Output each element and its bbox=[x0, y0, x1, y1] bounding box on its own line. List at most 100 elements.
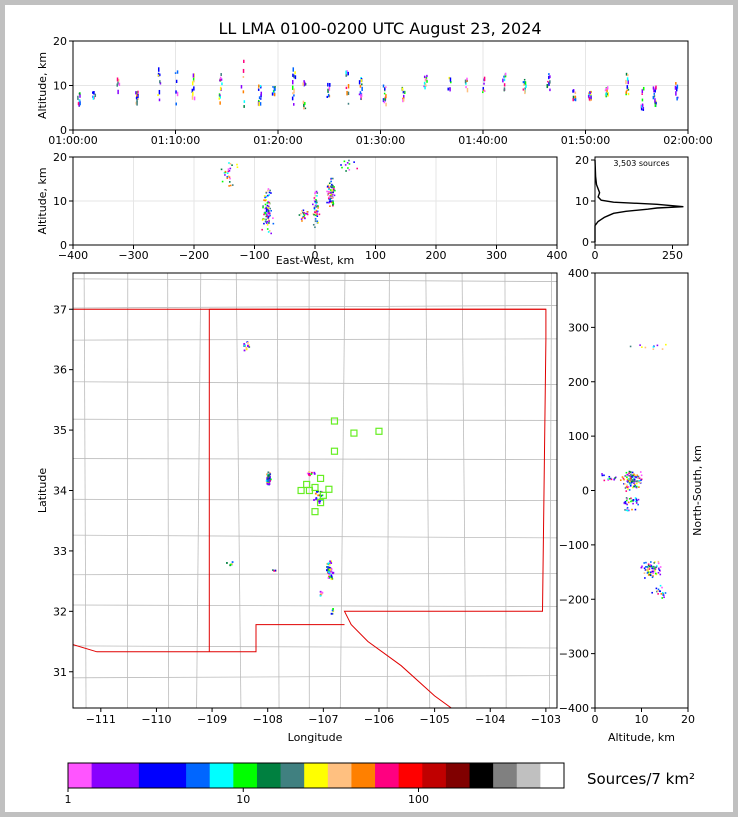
source-point bbox=[657, 571, 660, 574]
source-point bbox=[332, 572, 334, 575]
source-point bbox=[674, 85, 677, 90]
source-point bbox=[626, 506, 629, 509]
source-point bbox=[314, 191, 317, 194]
county-line bbox=[73, 534, 557, 539]
source-point bbox=[304, 217, 306, 220]
county-line bbox=[73, 278, 557, 282]
source-point bbox=[267, 208, 269, 210]
source-point bbox=[301, 210, 303, 212]
source-point bbox=[294, 75, 297, 80]
source-point bbox=[117, 81, 119, 85]
source-point bbox=[118, 82, 121, 87]
source-point bbox=[291, 85, 294, 90]
source-point bbox=[626, 509, 629, 512]
source-point bbox=[328, 563, 331, 566]
source-point bbox=[653, 570, 655, 573]
source-point bbox=[327, 184, 330, 187]
source-point bbox=[135, 96, 138, 98]
source-point bbox=[266, 480, 269, 483]
source-point bbox=[659, 566, 662, 568]
source-point bbox=[425, 76, 428, 81]
source-point bbox=[265, 212, 268, 215]
source-point bbox=[266, 213, 268, 216]
source-point bbox=[228, 181, 231, 183]
source-point bbox=[219, 95, 221, 99]
source-point bbox=[267, 477, 270, 480]
source-point bbox=[608, 478, 611, 480]
county-line bbox=[73, 572, 557, 576]
source-point bbox=[426, 80, 428, 83]
source-point bbox=[649, 566, 651, 569]
source-point bbox=[347, 91, 350, 96]
source-point bbox=[635, 485, 638, 488]
source-point bbox=[630, 473, 632, 476]
source-point bbox=[661, 597, 664, 599]
source-point bbox=[265, 218, 267, 221]
source-point bbox=[657, 560, 660, 563]
source-point bbox=[266, 228, 269, 230]
source-point bbox=[226, 172, 229, 175]
x-tick-label: −111 bbox=[86, 713, 116, 726]
source-point bbox=[331, 194, 334, 197]
source-point bbox=[136, 98, 138, 103]
source-point bbox=[78, 104, 80, 107]
source-point bbox=[641, 103, 644, 107]
source-point bbox=[628, 489, 631, 491]
source-point bbox=[270, 209, 272, 212]
source-point bbox=[624, 487, 627, 489]
source-point bbox=[224, 170, 227, 173]
source-point bbox=[174, 72, 177, 74]
source-point bbox=[525, 84, 527, 88]
source-point bbox=[627, 480, 630, 483]
source-point bbox=[303, 103, 305, 108]
source-point bbox=[302, 212, 305, 215]
source-point bbox=[449, 87, 451, 92]
y-tick-label: 34 bbox=[53, 485, 67, 498]
source-point bbox=[641, 106, 644, 110]
source-point bbox=[353, 161, 355, 163]
axes-frame bbox=[594, 272, 689, 709]
source-point bbox=[401, 87, 404, 91]
y-tick-label: 10 bbox=[575, 195, 589, 208]
source-point bbox=[450, 81, 452, 84]
source-point bbox=[304, 83, 307, 86]
source-point bbox=[326, 569, 328, 572]
source-point bbox=[651, 576, 654, 579]
source-point bbox=[318, 213, 321, 216]
source-point bbox=[643, 567, 646, 570]
source-point bbox=[176, 91, 179, 97]
source-point bbox=[326, 194, 329, 197]
source-point bbox=[260, 94, 262, 98]
station-marker bbox=[375, 427, 383, 435]
source-point bbox=[630, 500, 632, 503]
colorbar-swatch bbox=[91, 763, 116, 788]
source-point bbox=[624, 509, 626, 511]
source-point bbox=[638, 479, 641, 482]
source-point bbox=[291, 96, 294, 101]
source-point bbox=[268, 222, 270, 224]
source-point bbox=[330, 200, 333, 203]
y-tick-label: 400 bbox=[568, 267, 589, 280]
axes-frame bbox=[72, 272, 558, 709]
source-point bbox=[262, 205, 264, 207]
source-point bbox=[655, 573, 658, 576]
source-point bbox=[328, 198, 331, 200]
source-point bbox=[302, 209, 305, 212]
source-point bbox=[607, 478, 609, 481]
source-point bbox=[300, 218, 303, 220]
source-point bbox=[327, 93, 330, 98]
source-point bbox=[321, 591, 324, 594]
source-point bbox=[268, 194, 270, 196]
source-point bbox=[676, 84, 679, 89]
colorbar-swatch bbox=[209, 763, 234, 788]
source-point bbox=[647, 569, 649, 571]
source-point bbox=[267, 218, 270, 221]
x-tick-label: 400 bbox=[547, 249, 568, 262]
y-tick-label: 0 bbox=[582, 485, 589, 498]
source-point bbox=[326, 190, 328, 193]
source-point bbox=[314, 492, 317, 495]
source-point bbox=[641, 105, 643, 108]
source-point bbox=[654, 572, 657, 575]
x-tick-label: 01:30:00 bbox=[356, 134, 405, 147]
